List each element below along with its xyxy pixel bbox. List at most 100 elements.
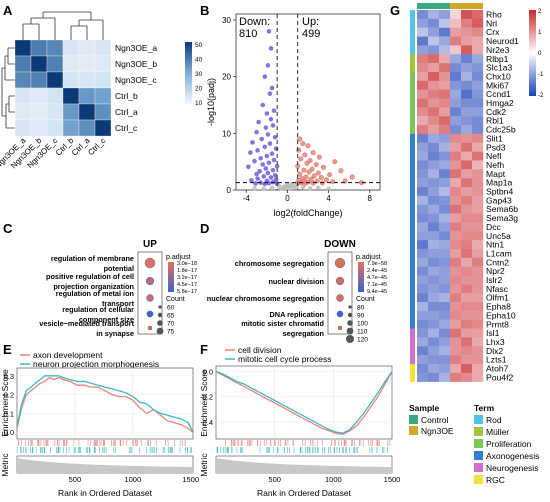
gene-cell xyxy=(461,151,473,161)
go-term-dot xyxy=(337,325,343,331)
gene-label: Nefl xyxy=(486,151,501,161)
gene-cell xyxy=(450,125,462,135)
es-tick-label: 0.2 xyxy=(4,391,14,400)
sample-bar-ngn3oe xyxy=(450,3,483,9)
gene-cell xyxy=(417,133,429,143)
gene-label: Ntn1 xyxy=(486,240,504,250)
gene-cell xyxy=(450,27,462,37)
gene-cell xyxy=(461,310,473,320)
gsea-down-metric-label: Metric xyxy=(199,453,209,477)
term-bar-cell xyxy=(410,98,415,108)
volcano-point xyxy=(249,178,254,183)
go-term-dot xyxy=(335,276,345,286)
go-term-dot xyxy=(145,276,155,286)
go-up-terms: regulation of membranepotentialpositive … xyxy=(39,254,156,338)
gene-cell xyxy=(428,337,440,347)
term-bar-cell xyxy=(410,133,415,143)
gene-cell xyxy=(450,71,462,81)
gene-cell xyxy=(428,266,440,276)
corr-cell xyxy=(94,71,112,89)
gene-cell xyxy=(417,275,429,285)
gsea-up-xticks: 500 1000 1500 xyxy=(69,475,199,484)
gene-cell xyxy=(439,275,451,285)
gene-cell xyxy=(472,125,484,135)
gene-cell xyxy=(428,310,440,320)
gene-cell xyxy=(461,266,473,276)
gene-cell xyxy=(461,337,473,347)
gene-label: Atoh7 xyxy=(486,364,509,374)
count-legend-label: 65 xyxy=(167,313,175,320)
corr-cell xyxy=(62,87,80,105)
volcano-point xyxy=(255,176,260,181)
count-legend-dot xyxy=(157,320,163,326)
gene-cell xyxy=(472,240,484,250)
y-tick-label: 30 xyxy=(222,16,231,25)
term-legend-label: Neurogenesis xyxy=(486,463,538,473)
es-tick-label: -0.2 xyxy=(200,393,213,402)
corr-cell xyxy=(78,119,96,137)
gene-cell xyxy=(461,89,473,99)
term-bar-cell xyxy=(410,178,415,188)
volcano-point xyxy=(349,174,355,180)
gsea-down-grid xyxy=(216,369,392,437)
volcano-point xyxy=(265,132,271,137)
corr-cell xyxy=(46,55,64,73)
gene-cell xyxy=(439,364,451,374)
volcano-point xyxy=(320,164,326,170)
gene-label: Cdc25b xyxy=(486,125,516,135)
term-bar-cell xyxy=(410,266,415,276)
gsea-up-curves xyxy=(16,375,194,433)
volcano-point xyxy=(262,144,268,150)
gene-label: Olfm1 xyxy=(486,293,509,303)
gene-cell xyxy=(428,98,440,108)
gene-cell xyxy=(439,222,451,232)
gene-cell xyxy=(417,71,429,81)
y-tick-label: 10 xyxy=(222,129,231,138)
gene-cell xyxy=(428,169,440,179)
gene-cell xyxy=(439,187,451,197)
rank-tick-label: 1500 xyxy=(182,475,199,484)
term-legend-label: RGC xyxy=(486,475,505,485)
gsea-up-hit-ticks xyxy=(16,440,192,453)
go-down-padj-colorbar xyxy=(358,262,364,292)
es-tick-label: -0.4 xyxy=(200,418,213,427)
gene-cell xyxy=(461,18,473,28)
corr-cell xyxy=(14,55,32,73)
gene-cell xyxy=(428,240,440,250)
volcano-point xyxy=(296,147,302,153)
count-legend-label: 90 xyxy=(357,313,365,320)
volcano-point xyxy=(305,143,311,149)
sample-legend-label: Control xyxy=(421,415,449,425)
term-bar-cell xyxy=(410,364,415,374)
gene-cell xyxy=(439,257,451,267)
gene-cell xyxy=(461,142,473,152)
gsea-down-xlabel: Rank in Ordered Dataset xyxy=(257,488,352,498)
volcano-point xyxy=(254,129,259,135)
gene-cell xyxy=(439,116,451,126)
volcano-point xyxy=(263,166,269,171)
term-legend-label: Rod xyxy=(486,415,502,425)
gene-cell xyxy=(417,231,429,241)
volcano-point xyxy=(330,179,336,185)
volcano-point xyxy=(272,172,278,178)
gene-cell xyxy=(417,302,429,312)
gene-heatmap-colorbar xyxy=(529,10,536,96)
gene-label: L1cam xyxy=(486,248,512,258)
volcano-point xyxy=(258,155,263,161)
gene-label: Crx xyxy=(486,27,500,37)
gene-cell xyxy=(428,293,440,303)
volcano-point xyxy=(308,176,314,182)
es-tick-label: 0.0 xyxy=(203,368,213,377)
gene-cell xyxy=(417,346,429,356)
gene-cell xyxy=(450,213,462,223)
corr-row-label: Ctrl_a xyxy=(115,107,138,117)
gene-cell xyxy=(461,107,473,117)
rank-tick-label: 1500 xyxy=(384,475,401,484)
gsea-up-metric-area xyxy=(17,458,193,473)
term-bar-cell xyxy=(410,71,415,81)
count-legend-label: 80 xyxy=(357,305,365,312)
term-bar-cell xyxy=(410,248,415,258)
gene-cell xyxy=(450,116,462,126)
count-legend-label: 60 xyxy=(167,305,175,312)
